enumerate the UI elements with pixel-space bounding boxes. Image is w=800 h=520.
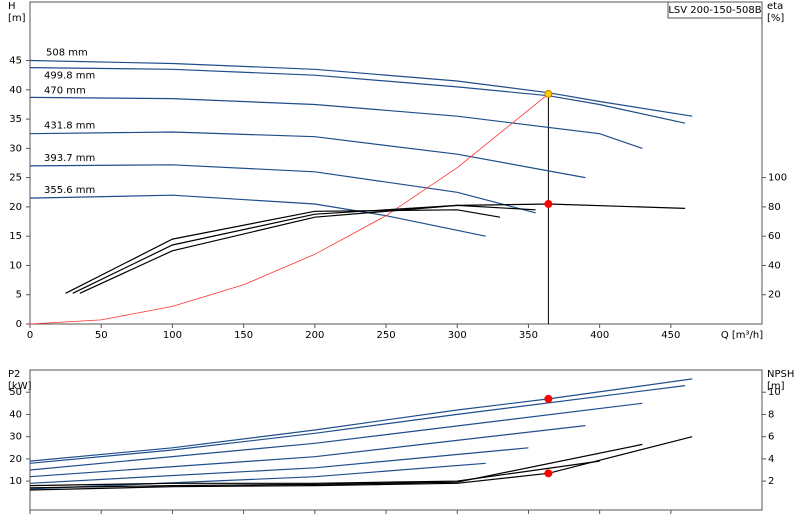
x-tick-label: 150: [234, 330, 253, 341]
y-axis-label: H: [8, 1, 16, 12]
y-tick-label: 30: [9, 432, 22, 443]
y2-axis-label: NPSH: [767, 369, 794, 380]
y-axis-label: P2: [8, 369, 20, 380]
operating-point: [544, 199, 553, 208]
y2-axis-label: eta: [767, 1, 783, 12]
curve: [29, 460, 600, 487]
y2-axis-unit: [%]: [767, 13, 784, 24]
y-axis-unit: [kW]: [8, 381, 32, 392]
x-tick-label: 450: [661, 330, 680, 341]
curve: [29, 93, 549, 325]
y-tick-label: 40: [9, 85, 22, 96]
curve: [29, 67, 686, 124]
y2-tick-label: 6: [768, 432, 774, 443]
x-tick-label: 0: [27, 330, 33, 341]
curve: [65, 209, 501, 294]
x-tick-label: 250: [376, 330, 395, 341]
y-tick-label: 50: [9, 387, 22, 398]
chart-title: LSV 200-150-508B: [668, 5, 761, 16]
y2-tick-label: 40: [768, 260, 781, 271]
x-axis-label: Q [m³/h]: [721, 330, 763, 341]
operating-point: [544, 469, 553, 478]
y-tick-label: 30: [9, 143, 22, 154]
curve-label: 355.6 mm: [44, 185, 95, 196]
y2-tick-label: 8: [768, 409, 774, 420]
curve: [29, 131, 586, 179]
curve: [29, 447, 529, 484]
y2-tick-label: 80: [768, 202, 781, 213]
curve: [72, 204, 536, 294]
curve: [29, 194, 486, 237]
curve: [29, 436, 693, 491]
curve-label: 393.7 mm: [44, 153, 95, 164]
y-tick-label: 10: [9, 476, 22, 487]
curve: [29, 462, 486, 490]
curve: [29, 96, 643, 149]
y2-axis-unit: [m]: [767, 381, 785, 392]
x-tick-label: 100: [163, 330, 182, 341]
y2-tick-label: 4: [768, 454, 774, 465]
y-tick-label: 20: [9, 454, 22, 465]
y-tick-label: 35: [9, 114, 22, 125]
x-tick-label: 350: [519, 330, 538, 341]
title-box: [667, 1, 763, 19]
curve: [29, 378, 693, 462]
curve-label: 499.8 mm: [44, 71, 95, 82]
y-tick-label: 40: [9, 409, 22, 420]
curve: [29, 425, 586, 478]
curve-label: 508 mm: [46, 48, 88, 59]
curve: [29, 59, 693, 117]
y-tick-label: 20: [9, 202, 22, 213]
curve: [29, 443, 643, 489]
y-tick-label: 10: [9, 260, 22, 271]
y-tick-label: 15: [9, 231, 22, 242]
operating-point: [544, 394, 553, 403]
y-tick-label: 25: [9, 173, 22, 184]
x-tick-label: 200: [305, 330, 324, 341]
x-tick-label: 50: [95, 330, 108, 341]
plot-frame: [29, 1, 763, 325]
plot-frame: [29, 369, 763, 511]
x-tick-label: 400: [590, 330, 609, 341]
curve-label: 470 mm: [44, 85, 86, 96]
y-tick-label: 0: [16, 319, 22, 330]
y-axis-unit: [m]: [8, 13, 26, 24]
x-tick-label: 300: [448, 330, 467, 341]
y2-tick-label: 100: [768, 173, 787, 184]
operating-point: [544, 89, 553, 98]
y2-tick-label: 60: [768, 231, 781, 242]
y2-tick-label: 20: [768, 290, 781, 301]
curve: [29, 164, 536, 214]
y2-tick-label: 10: [768, 387, 781, 398]
curve-label: 431.8 mm: [44, 121, 95, 132]
y-tick-label: 5: [16, 290, 22, 301]
curve: [79, 203, 686, 294]
curve: [29, 402, 643, 471]
curve: [29, 385, 686, 464]
y-tick-label: 45: [9, 56, 22, 67]
y2-tick-label: 2: [768, 476, 774, 487]
